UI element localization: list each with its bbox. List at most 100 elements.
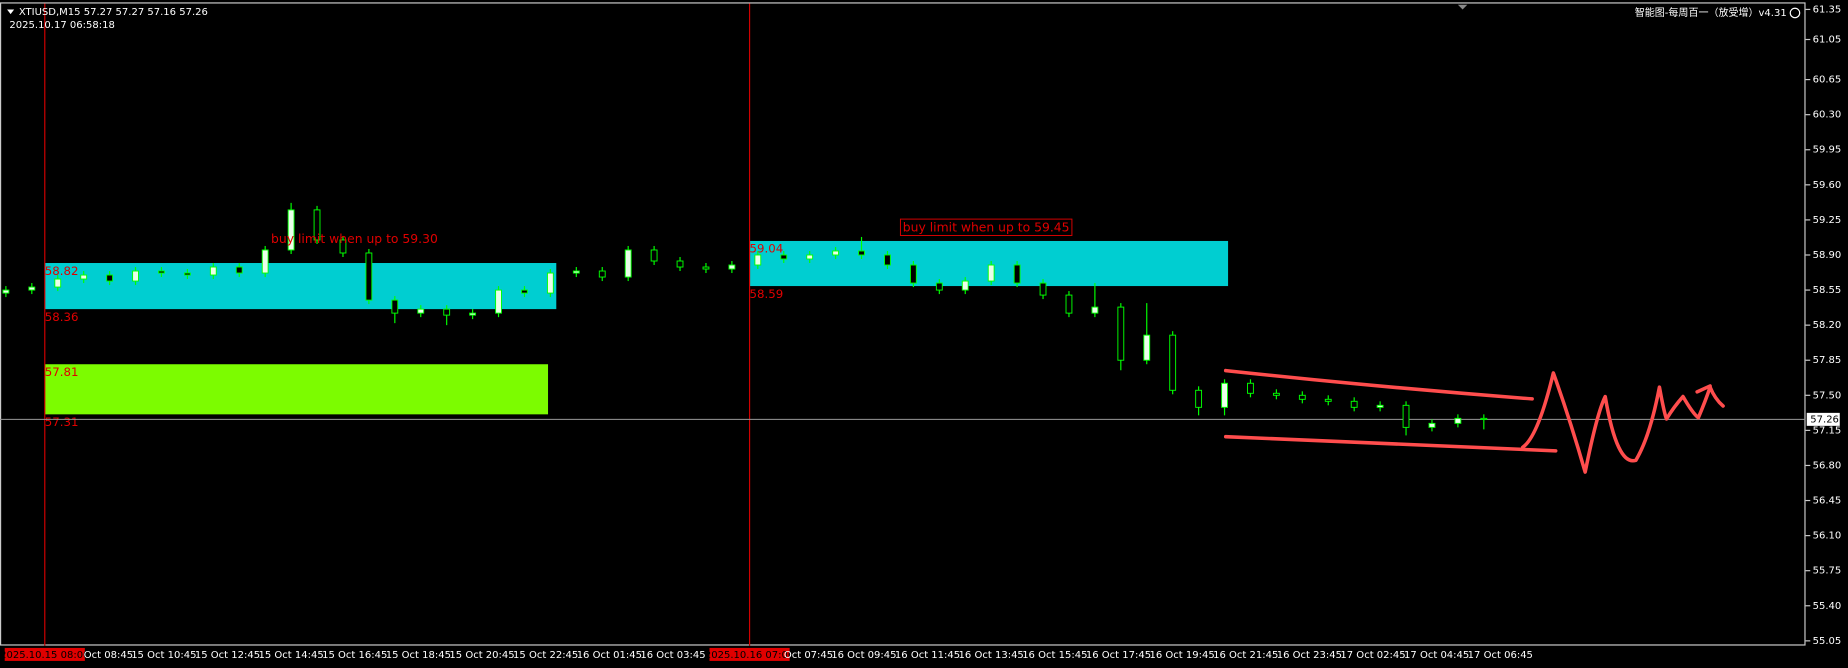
x-tick-label: 15 Oct 10:45 (131, 650, 196, 661)
y-tick-label: 59.60 (1813, 180, 1842, 191)
candle-body (1298, 394, 1306, 400)
candle-body (521, 289, 528, 294)
y-tick-label: 58.55 (1813, 285, 1842, 296)
candle-body (2, 289, 10, 294)
y-tick-label: 55.75 (1813, 566, 1842, 577)
candle-body (546, 272, 554, 294)
candle-body (1065, 294, 1073, 314)
candle-body (728, 264, 736, 270)
candle-body (469, 312, 477, 316)
y-tick-label: 57.50 (1813, 390, 1842, 401)
candle-body (832, 250, 840, 256)
session-label-bg (4, 647, 85, 661)
shift-marker (1457, 4, 1468, 10)
candle-body (365, 252, 373, 301)
x-tick-label: 17 Oct 02:45 (1340, 650, 1405, 661)
x-tick-label: 16 Oct 09:45 (831, 650, 896, 661)
candle-body (391, 299, 399, 314)
zone-top-label: 58.82 (45, 264, 79, 278)
x-tick-label: 15 Oct 14:45 (258, 650, 323, 661)
candle-body (1272, 392, 1280, 396)
current-price-label: 57.26 (1810, 414, 1839, 425)
candle-body (884, 254, 891, 266)
indicator-icon[interactable] (1789, 7, 1801, 19)
y-tick-label: 59.95 (1813, 145, 1842, 156)
candle-body (961, 280, 969, 291)
candle-body (909, 264, 917, 284)
candle-body (54, 278, 62, 288)
y-tick-label: 60.30 (1813, 110, 1842, 121)
projection (1695, 384, 1712, 394)
candle-body (1039, 282, 1047, 296)
candle-body (1350, 400, 1358, 408)
candle-body (598, 270, 606, 278)
candle-body (702, 266, 710, 270)
candle-body (28, 286, 36, 291)
candle-body (1117, 306, 1125, 361)
x-tick-label: 16 Oct 01:45 (577, 650, 642, 661)
annotation-box (899, 218, 1073, 236)
plot-border (0, 2, 1806, 646)
candle-body (261, 249, 269, 274)
candle-body (1376, 404, 1384, 408)
candle-body (754, 254, 762, 266)
y-tick-label: 57.15 (1813, 425, 1842, 436)
y-tick-label: 61.05 (1813, 35, 1842, 46)
y-tick-label: 60.65 (1813, 75, 1842, 86)
candle-body (650, 249, 658, 262)
x-tick-label: 16 Oct 17:45 (1086, 650, 1151, 661)
annotation: buy limit when up to 59.30 (271, 232, 438, 246)
price-zone (44, 263, 557, 310)
timestamp: 2025.10.17 06:58:18 (9, 20, 114, 31)
candle-body (209, 266, 217, 276)
indicator-name: 智能图-每周百一（放受增）v4.31 (1635, 6, 1787, 19)
hand-drawing (1223, 368, 1725, 474)
zone-bottom-label: 58.59 (750, 287, 784, 301)
candle-body (132, 270, 139, 282)
x-tick-label: 16 Oct 19:45 (1149, 650, 1214, 661)
candle-body (572, 270, 580, 274)
price-zone (44, 364, 549, 415)
x-tick-label: 15 Oct 12:45 (195, 650, 260, 661)
candle-body (313, 209, 321, 241)
x-tick-label: 17 Oct 04:45 (1404, 650, 1469, 661)
candle-body (1247, 382, 1254, 394)
y-tick-label: 61.35 (1813, 4, 1842, 15)
candle-body (443, 308, 451, 316)
x-tick-label: Oct 07:45 (784, 650, 833, 661)
candle-body (1221, 382, 1228, 408)
y-tick-label: 57.85 (1813, 355, 1842, 366)
x-tick-label: 15 Oct 18:45 (386, 650, 451, 661)
x-tick-label: 16 Oct 11:45 (895, 650, 960, 661)
y-tick-label: 56.45 (1813, 496, 1842, 507)
session-label-bg (709, 647, 790, 661)
candle-body (235, 266, 243, 274)
candle-body (676, 260, 684, 268)
y-tick-label: 55.40 (1813, 601, 1842, 612)
candle-body (987, 264, 995, 282)
candle-body (780, 254, 788, 260)
candle-body (1013, 264, 1021, 284)
candle-body (106, 274, 114, 282)
session-label: 2025.10.15 08:00 (0, 650, 89, 661)
candle-body (1195, 389, 1203, 408)
candle-body (1091, 306, 1099, 314)
candle-body (1480, 417, 1488, 421)
y-tick-label: 59.25 (1813, 215, 1842, 226)
candle-body (806, 254, 814, 260)
annotation: buy limit when up to 59.45 (903, 220, 1070, 234)
zone-bottom-label: 57.31 (45, 415, 79, 429)
symbol-info: XTIUSD,M15 57.27 57.27 57.16 57.26 (19, 7, 208, 18)
candle-body (287, 209, 295, 251)
x-tick-label: 15 Oct 22:45 (513, 650, 578, 661)
candle-body (183, 272, 191, 276)
candle-body (495, 289, 502, 314)
zone-top-label: 59.04 (750, 242, 784, 256)
x-tick-label: 17 Oct 06:45 (1468, 650, 1533, 661)
candle-body (1169, 334, 1177, 391)
candle-body (80, 274, 88, 280)
candle-body (1402, 404, 1410, 428)
zone-bottom-label: 58.36 (45, 310, 79, 324)
